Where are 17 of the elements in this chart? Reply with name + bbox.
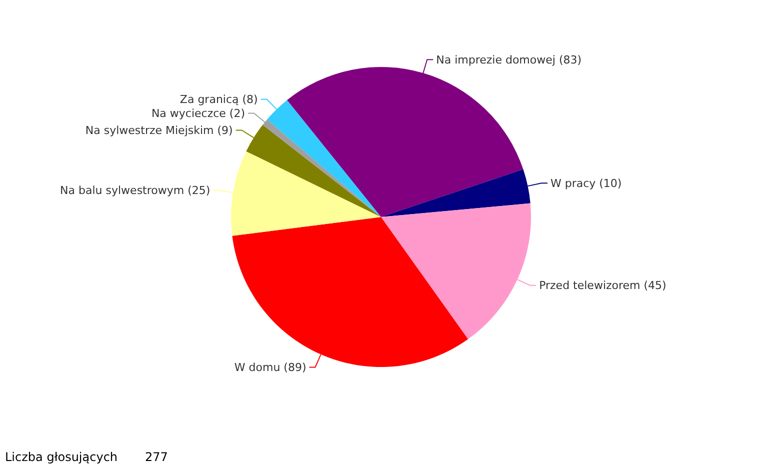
text: Liczba głosujących <box>5 450 118 464</box>
slice-label: W pracy (10) <box>550 177 622 190</box>
pie-slice <box>381 203 531 340</box>
slice-label: W domu (89) <box>234 361 306 374</box>
pie-slice <box>287 67 524 217</box>
text: 277 <box>145 450 168 464</box>
slice-label: Na sylwestrze Miejskim (9) <box>85 124 233 138</box>
slice-label: Na wycieczce (2) <box>151 107 245 120</box>
pie-slice <box>246 124 381 217</box>
slice-label: Na imprezie domowej (83) <box>436 53 582 66</box>
pie-slice <box>267 100 381 217</box>
slice-label: Na balu sylwestrowym (25) <box>60 184 210 198</box>
slice-label: Przed telewizorem (45) <box>539 279 666 292</box>
pie-slice <box>262 119 381 217</box>
pie-slice <box>381 169 530 217</box>
pie-slice <box>231 151 381 236</box>
slice-label: Za granicą (8) <box>180 93 258 106</box>
